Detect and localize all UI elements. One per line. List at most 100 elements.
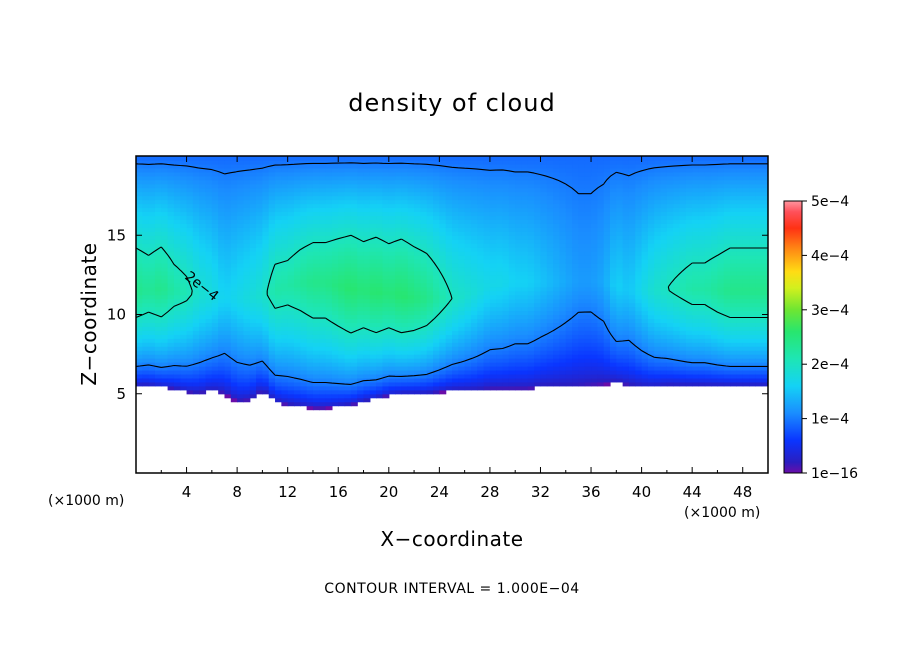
field-cell bbox=[199, 215, 207, 220]
field-cell bbox=[148, 187, 156, 193]
field-cell bbox=[338, 306, 346, 312]
field-cell bbox=[199, 183, 207, 189]
field-cell bbox=[287, 211, 295, 217]
field-cell bbox=[401, 369, 409, 375]
field-cell bbox=[622, 358, 630, 363]
field-cell bbox=[445, 247, 453, 252]
field-cell bbox=[395, 274, 403, 280]
field-cell bbox=[635, 302, 643, 308]
field-cell bbox=[515, 203, 523, 209]
field-cell bbox=[256, 159, 263, 165]
field-cell bbox=[591, 342, 598, 347]
field-cell bbox=[597, 171, 605, 177]
field-cell bbox=[496, 199, 504, 205]
field-cell bbox=[622, 274, 630, 280]
field-cell bbox=[616, 354, 624, 359]
field-cell bbox=[312, 294, 320, 300]
field-cell bbox=[230, 235, 238, 240]
field-cell bbox=[641, 255, 649, 260]
field-cell bbox=[534, 199, 542, 205]
field-cell bbox=[584, 266, 592, 272]
field-cell bbox=[628, 274, 636, 280]
field-cell bbox=[515, 191, 523, 197]
field-cell bbox=[287, 159, 295, 165]
field-cell bbox=[628, 342, 636, 347]
field-cell bbox=[142, 171, 150, 177]
field-cell bbox=[205, 195, 213, 201]
field-cell bbox=[470, 358, 478, 363]
field-cell bbox=[281, 302, 289, 308]
field-cell bbox=[350, 215, 358, 220]
field-cell bbox=[477, 314, 485, 320]
field-cell bbox=[350, 187, 358, 193]
field-cell bbox=[211, 187, 219, 193]
field-cell bbox=[584, 251, 592, 256]
field-cell bbox=[591, 322, 598, 327]
field-cell bbox=[180, 385, 188, 391]
field-cell bbox=[546, 259, 554, 264]
field-cell bbox=[281, 350, 289, 355]
field-cell bbox=[553, 286, 561, 292]
field-cell bbox=[414, 385, 421, 391]
field-cell bbox=[180, 235, 188, 240]
field-cell bbox=[591, 366, 598, 371]
field-cell bbox=[546, 227, 554, 232]
field-cell bbox=[319, 167, 327, 173]
field-cell bbox=[433, 369, 440, 375]
field-cell bbox=[565, 159, 573, 165]
field-cell bbox=[521, 179, 529, 185]
field-cell bbox=[338, 342, 346, 347]
field-cell bbox=[578, 286, 586, 292]
field-cell bbox=[439, 306, 447, 312]
field-cell bbox=[230, 259, 238, 264]
field-cell bbox=[167, 286, 175, 292]
field-cell bbox=[546, 223, 554, 228]
field-cell bbox=[287, 350, 295, 355]
field-cell bbox=[527, 377, 535, 383]
field-cell bbox=[628, 354, 636, 359]
field-cell bbox=[350, 373, 358, 379]
field-cell bbox=[287, 401, 295, 407]
field-cell bbox=[572, 326, 579, 331]
field-cell bbox=[173, 183, 181, 189]
field-cell bbox=[363, 219, 371, 224]
field-cell bbox=[256, 389, 263, 395]
field-cell bbox=[502, 342, 510, 347]
field-cell bbox=[325, 334, 333, 339]
field-cell bbox=[281, 346, 289, 351]
field-cell bbox=[148, 219, 156, 224]
field-cell bbox=[230, 159, 238, 165]
field-cell bbox=[306, 262, 314, 268]
field-cell bbox=[268, 377, 276, 383]
field-cell bbox=[426, 223, 434, 228]
field-cell bbox=[458, 369, 466, 375]
field-cell bbox=[654, 199, 662, 205]
field-cell bbox=[628, 358, 636, 363]
field-cell bbox=[477, 163, 485, 169]
field-cell bbox=[300, 354, 308, 359]
field-cell bbox=[420, 195, 428, 201]
field-cell bbox=[224, 219, 232, 224]
field-cell bbox=[161, 358, 169, 363]
field-cell bbox=[287, 231, 295, 236]
field-cell bbox=[464, 377, 472, 383]
field-cell bbox=[369, 274, 377, 280]
field-cell bbox=[281, 199, 289, 205]
field-cell bbox=[167, 266, 175, 272]
field-cell bbox=[275, 243, 282, 248]
field-cell bbox=[470, 211, 478, 217]
field-cell bbox=[553, 318, 561, 324]
field-cell bbox=[553, 270, 561, 276]
field-cell bbox=[363, 251, 371, 256]
field-cell bbox=[470, 207, 478, 213]
field-cell bbox=[445, 326, 453, 331]
field-cell bbox=[199, 175, 207, 181]
field-cell bbox=[376, 334, 384, 339]
field-cell bbox=[294, 203, 301, 209]
field-cell bbox=[281, 322, 289, 327]
field-cell bbox=[439, 314, 447, 320]
field-cell bbox=[331, 338, 339, 343]
field-cell bbox=[572, 183, 579, 189]
field-cell bbox=[660, 318, 668, 324]
field-cell bbox=[312, 203, 320, 209]
